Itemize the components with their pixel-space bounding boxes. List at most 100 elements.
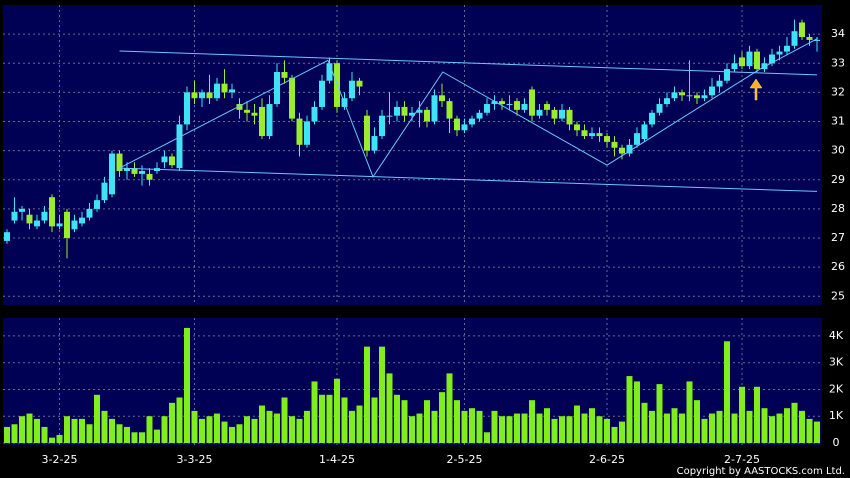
candle-body [446, 101, 453, 119]
candle-body [424, 109, 430, 122]
candle-body [379, 115, 385, 137]
volume-bar [469, 408, 475, 443]
candle-body [776, 51, 783, 55]
volume-bar [761, 408, 768, 443]
volume-bar [341, 397, 348, 443]
candle-body [754, 51, 760, 70]
candle-body [11, 211, 18, 221]
x-tick-label: 2-6-25 [589, 453, 625, 466]
candle-body [206, 92, 213, 99]
volume-tick-label: 3K [829, 356, 844, 369]
candle-body [491, 101, 498, 105]
candle-body [401, 106, 408, 116]
x-tick-label: 2-7-25 [724, 453, 760, 466]
volume-bar [176, 397, 183, 443]
volume-bar [184, 327, 190, 443]
volume-bar [754, 386, 760, 443]
volume-tick-label: 0 [833, 436, 840, 449]
volume-bar [521, 413, 528, 443]
candle-body [26, 214, 33, 224]
candle-body [289, 77, 295, 119]
volume-bar [649, 410, 655, 443]
candle-body [409, 112, 415, 116]
candle-body [536, 109, 543, 116]
candle-body [259, 106, 265, 137]
candle-body [566, 109, 573, 125]
volume-bar [296, 418, 303, 443]
volume-bar [34, 418, 40, 443]
volume-bar [146, 416, 153, 443]
volume-bar [491, 410, 498, 443]
candle-body [161, 156, 168, 163]
volume-bar [236, 424, 243, 443]
volume-bar [446, 373, 453, 443]
volume-bar [386, 373, 393, 443]
volume-bar [311, 381, 318, 443]
signal-arrow [749, 78, 763, 101]
volume-bar [596, 416, 603, 443]
volume-bar [431, 410, 438, 443]
candle-body [611, 141, 618, 148]
candle-body [116, 153, 123, 172]
volume-bar [589, 408, 595, 443]
volume-bar [304, 410, 310, 443]
candle-body [514, 101, 520, 110]
volume-bar [79, 418, 85, 443]
candle-body [334, 63, 340, 107]
volume-tick-label: 2K [829, 382, 844, 395]
volume-bar [679, 413, 685, 443]
volume-bar [739, 386, 745, 443]
volume-bar [424, 400, 430, 443]
candle-body [806, 37, 813, 40]
volume-bar [686, 381, 693, 443]
volume-bar [101, 410, 108, 443]
candle-body [139, 171, 145, 174]
candle-body [109, 153, 115, 195]
candle-body [71, 220, 78, 230]
volume-tick-label: 4K [829, 329, 844, 342]
volume-bar [806, 418, 813, 443]
candle-body [214, 83, 220, 99]
candle-body [86, 208, 93, 218]
volume-tick-label: 1K [829, 409, 844, 422]
y-tick-label: 30 [831, 144, 845, 157]
candle-body [634, 133, 640, 145]
candle-body [394, 106, 400, 116]
volume-bar [506, 416, 513, 443]
candle-body [799, 22, 805, 38]
candle-body [484, 104, 490, 113]
candle-body [199, 92, 205, 99]
candle-body [626, 144, 633, 154]
candle-body [619, 147, 625, 154]
volume-bar [536, 413, 543, 443]
candle-body [686, 95, 693, 97]
volume-bar [49, 437, 55, 443]
trend-line [119, 38, 818, 178]
candle-body [656, 104, 663, 113]
volume-bar [559, 416, 565, 443]
volume-bar [604, 418, 610, 443]
volume-bar [791, 402, 798, 443]
candle-body [34, 220, 40, 227]
volume-bar [349, 410, 355, 443]
candle-body [56, 223, 63, 227]
y-tick-label: 27 [831, 231, 845, 244]
candle-body [694, 95, 700, 99]
volume-bar [746, 410, 753, 443]
candle-body [356, 80, 363, 87]
candle-body [671, 92, 678, 99]
y-tick-label: 25 [831, 289, 845, 302]
trend-line [119, 167, 818, 192]
volume-bar [619, 421, 625, 443]
candle-body [581, 130, 588, 137]
candle-body [814, 39, 820, 41]
volume-bar [641, 402, 648, 443]
candle-body [649, 112, 655, 125]
candle-body [251, 112, 258, 116]
volume-bar [26, 413, 33, 443]
candle-body [746, 51, 753, 67]
x-tick-label: 1-4-25 [319, 453, 355, 466]
y-tick-label: 28 [831, 202, 845, 215]
candle-body [94, 200, 100, 209]
